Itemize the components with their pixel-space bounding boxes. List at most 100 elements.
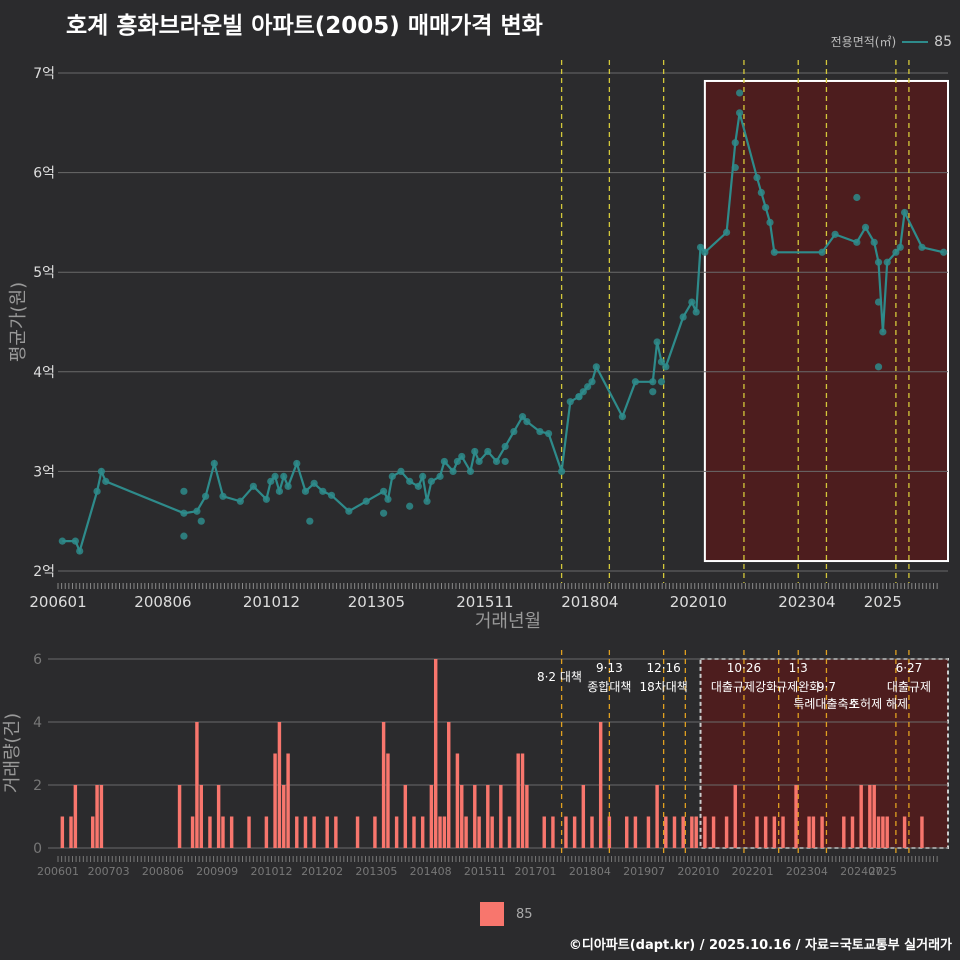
policy-label: 8·2 대책: [537, 669, 582, 684]
volume-bar: [694, 816, 698, 848]
volume-bar: [872, 785, 876, 848]
volume-bar: [403, 785, 408, 848]
price-point: [76, 547, 84, 555]
policy-label: 9·13: [596, 661, 623, 675]
volume-bar: [703, 816, 707, 848]
volume-bar: [229, 816, 234, 848]
price-point: [414, 482, 422, 490]
price-point: [588, 378, 596, 386]
volume-bar: [381, 722, 386, 848]
price-point: [388, 472, 396, 480]
price-point: [345, 507, 353, 515]
y-tick-label: 5억: [33, 265, 55, 281]
price-point: [558, 467, 566, 475]
x-tick-label: 201907: [623, 865, 665, 878]
policy-label: 토허제 해제: [849, 697, 908, 711]
highlight-region-bottom: [699, 658, 949, 849]
x-tick-label: 202304: [786, 865, 828, 878]
price-point: [466, 467, 475, 475]
policy-label: 종합대책: [587, 679, 631, 694]
volume-bar: [412, 816, 416, 848]
price-point: [210, 459, 218, 468]
price-point: [566, 398, 574, 406]
y-tick-label: 6: [33, 652, 42, 668]
volume-bar: [811, 816, 816, 848]
price-point: [874, 298, 883, 306]
volume-bar: [590, 816, 594, 848]
volume-bar: [516, 753, 520, 848]
price-point: [423, 497, 431, 505]
policy-label: 18차대책: [639, 679, 687, 694]
price-point: [536, 427, 544, 436]
volume-bar: [486, 785, 490, 848]
volume-bar: [190, 816, 195, 848]
y-tick-label: 6억: [33, 166, 55, 182]
price-point: [301, 487, 310, 495]
volume-bar: [807, 816, 811, 848]
price-point: [193, 507, 201, 515]
price-point: [818, 248, 826, 256]
volume-bar: [247, 816, 251, 848]
price-point: [449, 467, 457, 475]
price-point: [249, 482, 257, 490]
price-point: [102, 477, 110, 485]
y-tick-label: 7억: [33, 66, 55, 82]
x-tick-label: 201511: [456, 593, 513, 611]
price-point: [180, 532, 188, 540]
y-tick-label: 4억: [33, 365, 55, 381]
volume-bar: [373, 816, 377, 848]
volume-bar: [564, 816, 568, 848]
x-tick-label: 202201: [732, 865, 774, 878]
x-tick-label: 201305: [355, 865, 397, 878]
x-tick-label: 201804: [561, 593, 618, 611]
volume-bar: [672, 816, 677, 848]
volume-bar: [282, 785, 286, 848]
volume-bar: [69, 816, 73, 848]
x-tick-label: 200806: [142, 865, 184, 878]
price-point: [831, 230, 839, 238]
price-point: [584, 383, 592, 391]
volume-bar: [303, 816, 308, 848]
x-tick-label: 201701: [515, 865, 557, 878]
volume-bar: [60, 816, 65, 848]
volume-bar: [763, 816, 768, 848]
price-point: [275, 487, 284, 495]
volume-bar: [842, 816, 846, 848]
volume-bar: [690, 816, 694, 848]
price-point: [896, 243, 904, 251]
volume-bar: [755, 816, 759, 848]
price-point: [453, 457, 462, 466]
volume-bar: [464, 816, 468, 848]
x-tick-label: 201511: [464, 865, 506, 878]
price-point: [692, 308, 700, 316]
price-point: [267, 477, 275, 485]
volume-bar: [264, 816, 269, 848]
policy-label: 규제완화: [776, 680, 820, 694]
volume-bar: [325, 816, 329, 848]
volume-bar: [881, 816, 885, 848]
policy-label: 대출규제: [887, 680, 931, 694]
volume-bar: [711, 816, 716, 848]
price-point: [918, 243, 926, 251]
y-tick-label: 2: [33, 778, 42, 794]
volume-bar: [286, 753, 290, 848]
price-point: [731, 139, 739, 147]
price-point: [501, 457, 509, 466]
price-point: [592, 363, 600, 371]
x-tick-label: 200601: [37, 865, 79, 878]
volume-bar: [598, 722, 603, 848]
volume-bar: [581, 785, 586, 848]
volume-bar: [850, 816, 855, 848]
legend-top-label: 전용면적(㎡): [830, 35, 897, 49]
price-point: [657, 358, 666, 366]
price-point: [762, 203, 770, 212]
price-point: [219, 492, 227, 500]
x-tick-label: 201202: [301, 865, 343, 878]
x-tick-label: 200909: [196, 865, 238, 878]
price-point: [471, 447, 479, 456]
volume-bar: [820, 816, 824, 848]
price-point: [892, 248, 900, 256]
volume-bar: [499, 785, 503, 848]
price-point: [236, 497, 244, 505]
volume-bar: [91, 816, 95, 848]
